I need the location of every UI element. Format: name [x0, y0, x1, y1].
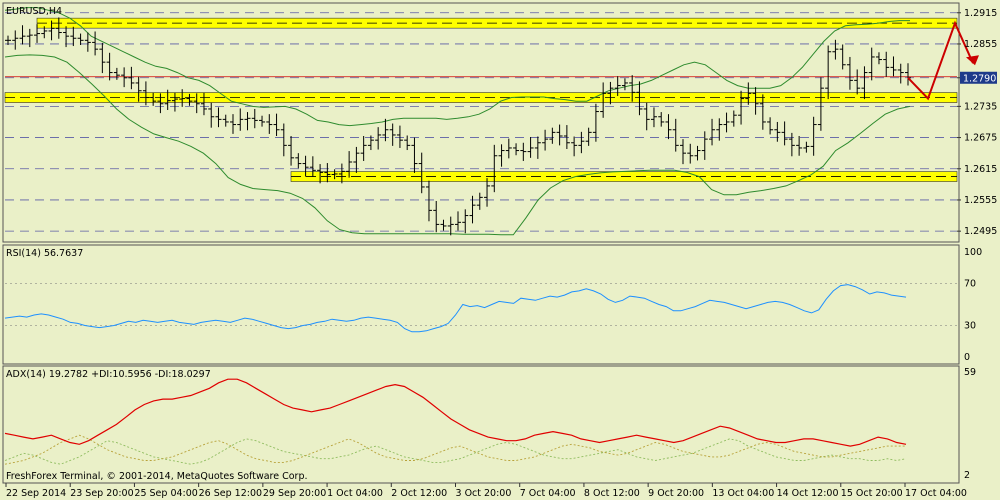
rsi-title: RSI(14) 56.7637: [6, 248, 83, 259]
projection-arrowhead: [966, 55, 979, 66]
price-panel: [2, 2, 960, 243]
rsi-tick-label: 30: [964, 321, 976, 332]
adx-panel: [2, 365, 960, 484]
time-tick-label: 29 Sep 20:00: [263, 488, 326, 499]
price-tick-label: 1.2735: [964, 101, 997, 112]
di-plus-line: [4, 438, 907, 465]
time-tick-label: 2 Oct 12:00: [391, 488, 447, 499]
adx-line: [4, 378, 907, 447]
time-tick-label: 14 Oct 12:00: [777, 488, 839, 499]
time-tick-label: 22 Sep 2014: [6, 488, 66, 499]
price-tick-label: 1.2855: [964, 39, 997, 50]
projection-arrow: [907, 20, 974, 101]
time-tick-label: 23 Sep 20:00: [70, 488, 133, 499]
time-tick-label: 13 Oct 04:00: [712, 488, 774, 499]
time-tick-label: 15 Oct 20:00: [841, 488, 903, 499]
current-price-marker: [960, 71, 997, 84]
time-tick-label: 1 Oct 04:00: [327, 488, 383, 499]
time-tick-label: 26 Sep 12:00: [199, 488, 262, 499]
price-chart-title: EURUSD,H4: [6, 6, 62, 17]
rsi-tick-label: 0: [964, 352, 970, 363]
price-tick-label: 1.2555: [964, 195, 997, 206]
time-tick-label: 17 Oct 04:00: [905, 488, 967, 499]
price-tick-label: 1.2675: [964, 133, 997, 144]
time-tick-label: 8 Oct 12:00: [584, 488, 640, 499]
adx-tick-label: 59: [964, 367, 976, 378]
copyright-text: FreshForex Terminal, © 2001-2014, MetaQu…: [6, 471, 308, 482]
rsi-panel: [2, 244, 960, 365]
price-tick-label: 1.2495: [964, 226, 997, 237]
rsi-line: [4, 284, 907, 333]
adx-title: ADX(14) 19.2782 +DI:10.5956 -DI:18.0297: [6, 369, 211, 380]
rsi-tick-label: 70: [964, 279, 976, 290]
price-tick-label: 1.2615: [964, 164, 997, 175]
upper-bollinger-line: [4, 7, 910, 127]
current-price-label: 1.2790: [963, 73, 996, 84]
time-tick-label: 25 Sep 04:00: [134, 488, 197, 499]
rsi-tick-label: 100: [964, 247, 982, 258]
adx-tick-label: 2: [964, 470, 970, 481]
di-minus-line: [4, 434, 906, 465]
lower-bollinger-line: [4, 54, 911, 236]
time-tick-label: 9 Oct 20:00: [648, 488, 704, 499]
time-tick-label: 7 Oct 04:00: [520, 488, 576, 499]
time-tick-label: 3 Oct 20:00: [456, 488, 512, 499]
price-tick-label: 1.2915: [964, 8, 997, 19]
